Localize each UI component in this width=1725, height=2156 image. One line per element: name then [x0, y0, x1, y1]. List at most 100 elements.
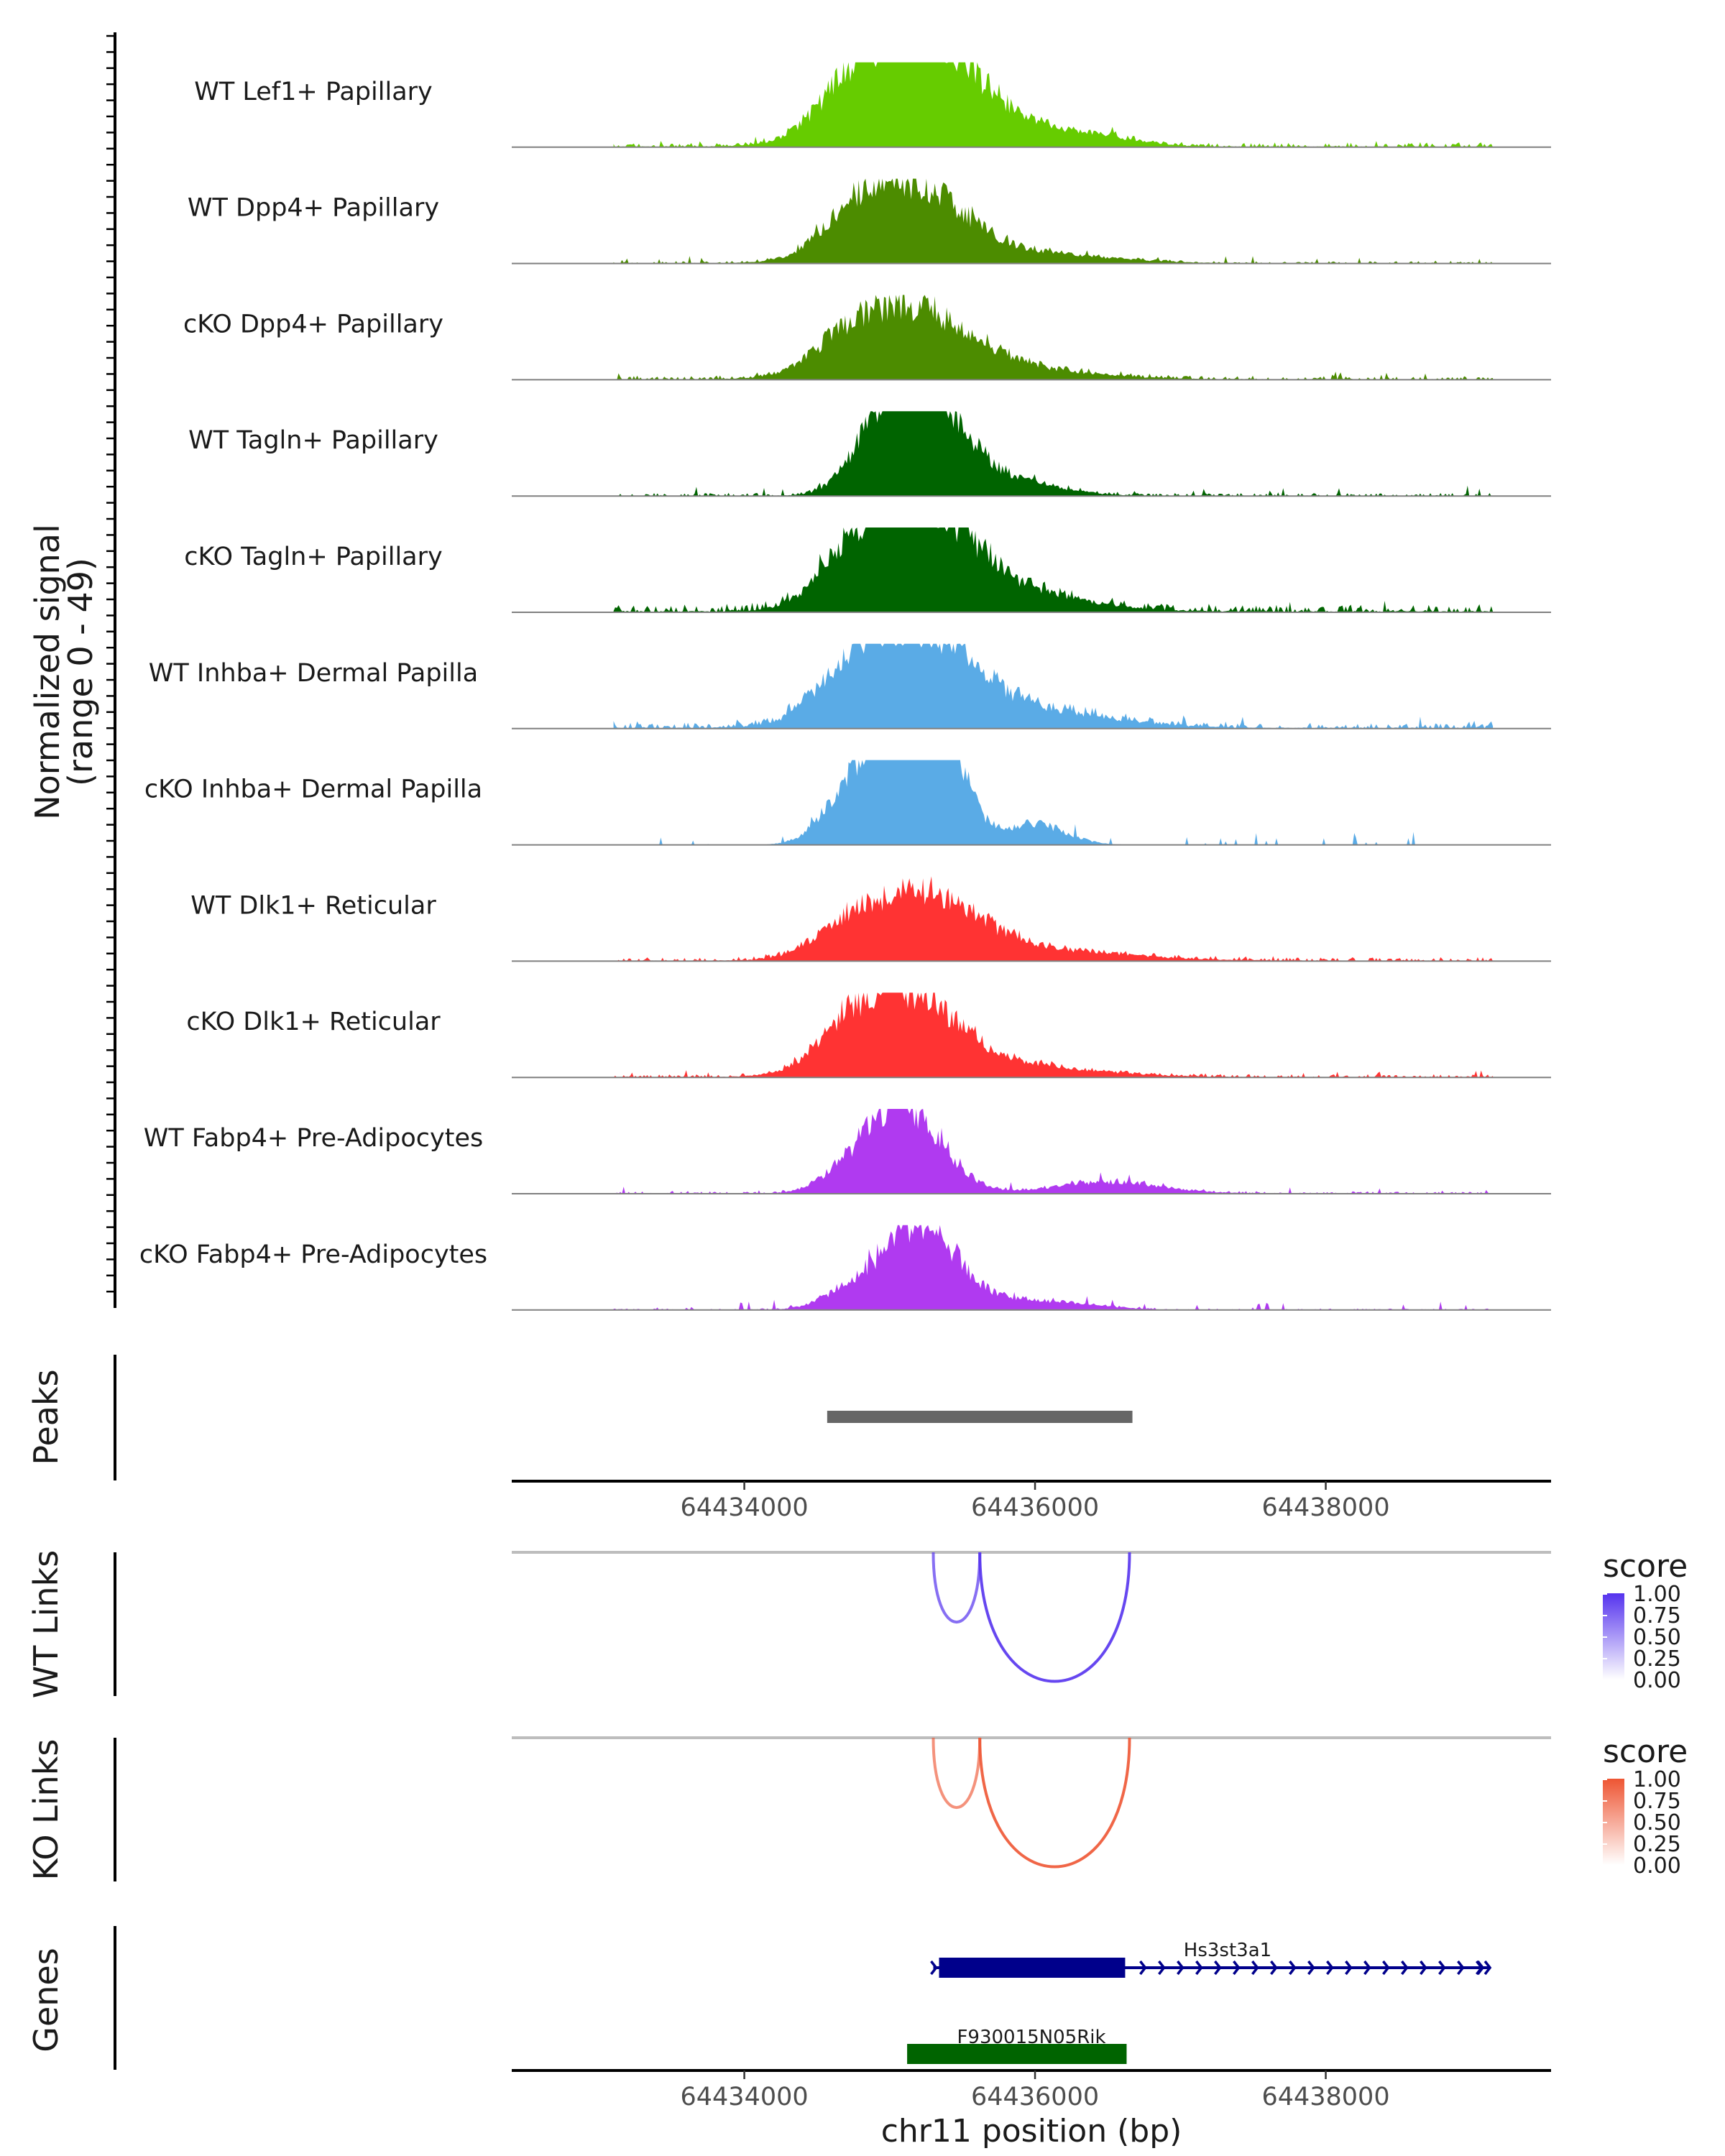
coverage-track: cKO Fabp4+ Pre-Adipocytes — [139, 1225, 1551, 1311]
strand-arrow — [1326, 1960, 1334, 1976]
legend-value: 0.50 — [1633, 1625, 1681, 1650]
strand-arrow — [1177, 1960, 1184, 1976]
gene-exon — [939, 1958, 1126, 1978]
gene-model: Hs3st3a1 — [930, 1940, 1492, 1978]
strand-arrow — [1289, 1960, 1297, 1976]
coverage-area — [613, 411, 1494, 497]
coverage-y-axis-title: Normalized signal (range 0 - 49) — [28, 524, 100, 820]
legend-title: score — [1603, 1733, 1688, 1770]
coverage-area — [613, 1109, 1494, 1194]
gene-label: Hs3st3a1 — [1184, 1940, 1271, 1961]
x-tick-label: 64438000 — [1261, 1493, 1389, 1522]
strand-arrow — [1233, 1960, 1241, 1976]
coverage-y-label-line2: (range 0 - 49) — [61, 558, 100, 786]
peak-regions — [827, 1411, 1133, 1423]
gene-label: F930015N05Rik — [957, 2027, 1105, 2048]
peaks-x-axis-ticks: 64434000 64436000 64438000 — [681, 1481, 1390, 1522]
coverage-track: WT Lef1+ Papillary — [194, 62, 1551, 148]
strand-arrow — [1484, 1960, 1492, 1976]
strand-arrow — [1476, 1960, 1485, 1976]
coverage-area — [613, 992, 1494, 1078]
coverage-track: cKO Inhba+ Dermal Papilla — [144, 760, 1551, 846]
coverage-area — [613, 295, 1494, 380]
legend-value: 1.00 — [1633, 1767, 1681, 1792]
coverage-track-label: WT Fabp4+ Pre-Adipocytes — [144, 1124, 483, 1153]
coverage-y-axis-ticks — [106, 34, 115, 1293]
links-track-label: WT Links — [27, 1550, 65, 1698]
x-axis-title: chr11 position (bp) — [881, 2113, 1182, 2150]
coverage-track: cKO Dpp4+ Papillary — [183, 295, 1551, 381]
strand-arrow — [1307, 1960, 1315, 1976]
strand-arrow — [1420, 1960, 1427, 1976]
link-arc — [932, 1552, 982, 1624]
coverage-area — [613, 178, 1494, 264]
legend-title: score — [1603, 1548, 1688, 1585]
coverage-track-label: WT Inhba+ Dermal Papilla — [149, 659, 478, 688]
coverage-track-label: WT Tagln+ Papillary — [188, 426, 438, 455]
legend-value: 0.25 — [1633, 1832, 1681, 1857]
coverage-y-label-line1: Normalized signal — [28, 524, 67, 820]
strand-arrow — [1139, 1960, 1147, 1976]
coverage-area — [613, 528, 1494, 612]
x-tick-label: 64434000 — [681, 2083, 809, 2111]
coverage-track: cKO Tagln+ Papillary — [184, 528, 1551, 613]
coverage-track: cKO Dlk1+ Reticular — [186, 992, 1551, 1079]
coverage-track-label: cKO Inhba+ Dermal Papilla — [144, 775, 482, 804]
genes-panel: Genes Hs3st3a1 F930015N05Rik 64434000 6443… — [27, 1926, 1551, 2150]
gene-annotations: Hs3st3a1 F930015N05Rik — [907, 1940, 1492, 2064]
coverage-area — [613, 643, 1494, 729]
strand-arrow — [1438, 1960, 1446, 1976]
coverage-track: WT Dlk1+ Reticular — [190, 876, 1551, 962]
coverage-area — [613, 62, 1494, 147]
strand-arrow — [1270, 1960, 1278, 1976]
link-arc — [978, 1737, 1131, 1869]
coverage-area — [613, 760, 1494, 845]
strand-arrow — [1401, 1960, 1409, 1976]
gene-exon — [907, 2044, 1127, 2064]
legend-value: 0.50 — [1633, 1810, 1681, 1835]
coverage-track-label: cKO Dpp4+ Papillary — [183, 310, 443, 338]
coverage-track-label: cKO Dlk1+ Reticular — [186, 1008, 441, 1036]
peak-region — [827, 1411, 1133, 1423]
legend-value: 0.75 — [1633, 1603, 1681, 1628]
genes-track-label: Genes — [27, 1948, 65, 2052]
strand-arrow — [1195, 1960, 1203, 1976]
coverage-area — [613, 876, 1494, 962]
coverage-area — [613, 1225, 1494, 1310]
coverage-track: WT Tagln+ Papillary — [188, 411, 1551, 497]
x-tick-label: 64434000 — [681, 1493, 809, 1522]
x-tick-label: 64436000 — [971, 2083, 1099, 2111]
strand-arrow — [1251, 1960, 1259, 1976]
link-arc — [932, 1737, 982, 1810]
strand-arrow — [1345, 1960, 1353, 1976]
legend-value: 0.00 — [1633, 1853, 1681, 1879]
coverage-track-label: WT Lef1+ Papillary — [194, 78, 433, 106]
x-tick-label: 64436000 — [971, 1493, 1099, 1522]
coverage-track-label: WT Dlk1+ Reticular — [190, 891, 436, 920]
strand-arrow — [1457, 1960, 1465, 1976]
strand-arrow — [1382, 1960, 1390, 1976]
coverage-tracks: WT Lef1+ Papillary WT Dpp4+ Papillary cKO … — [139, 62, 1551, 1311]
strand-arrow — [1158, 1960, 1166, 1976]
strand-arrow — [1363, 1960, 1371, 1976]
legend-value: 0.00 — [1633, 1668, 1681, 1693]
strand-arrow — [930, 1960, 938, 1976]
legend-value: 0.25 — [1633, 1646, 1681, 1672]
genes-x-axis-ticks: 64434000 64436000 64438000 — [681, 2070, 1390, 2111]
coverage-track-label: WT Dpp4+ Papillary — [188, 194, 439, 223]
gene-model: F930015N05Rik — [907, 2027, 1127, 2064]
legend-value: 0.75 — [1633, 1789, 1681, 1814]
coverage-track: WT Dpp4+ Papillary — [188, 178, 1551, 264]
coverage-track: WT Inhba+ Dermal Papilla — [149, 643, 1551, 729]
coverage-track: WT Fabp4+ Pre-Adipocytes — [144, 1109, 1551, 1194]
links-track-label: KO Links — [27, 1739, 65, 1881]
coverage-track-label: cKO Tagln+ Papillary — [184, 543, 443, 571]
link-arc — [978, 1552, 1131, 1683]
peaks-track-label: Peaks — [27, 1369, 65, 1465]
strand-arrow — [1214, 1960, 1222, 1976]
peaks-panel: Peaks 64434000 64436000 64438000 — [27, 1355, 1551, 1522]
